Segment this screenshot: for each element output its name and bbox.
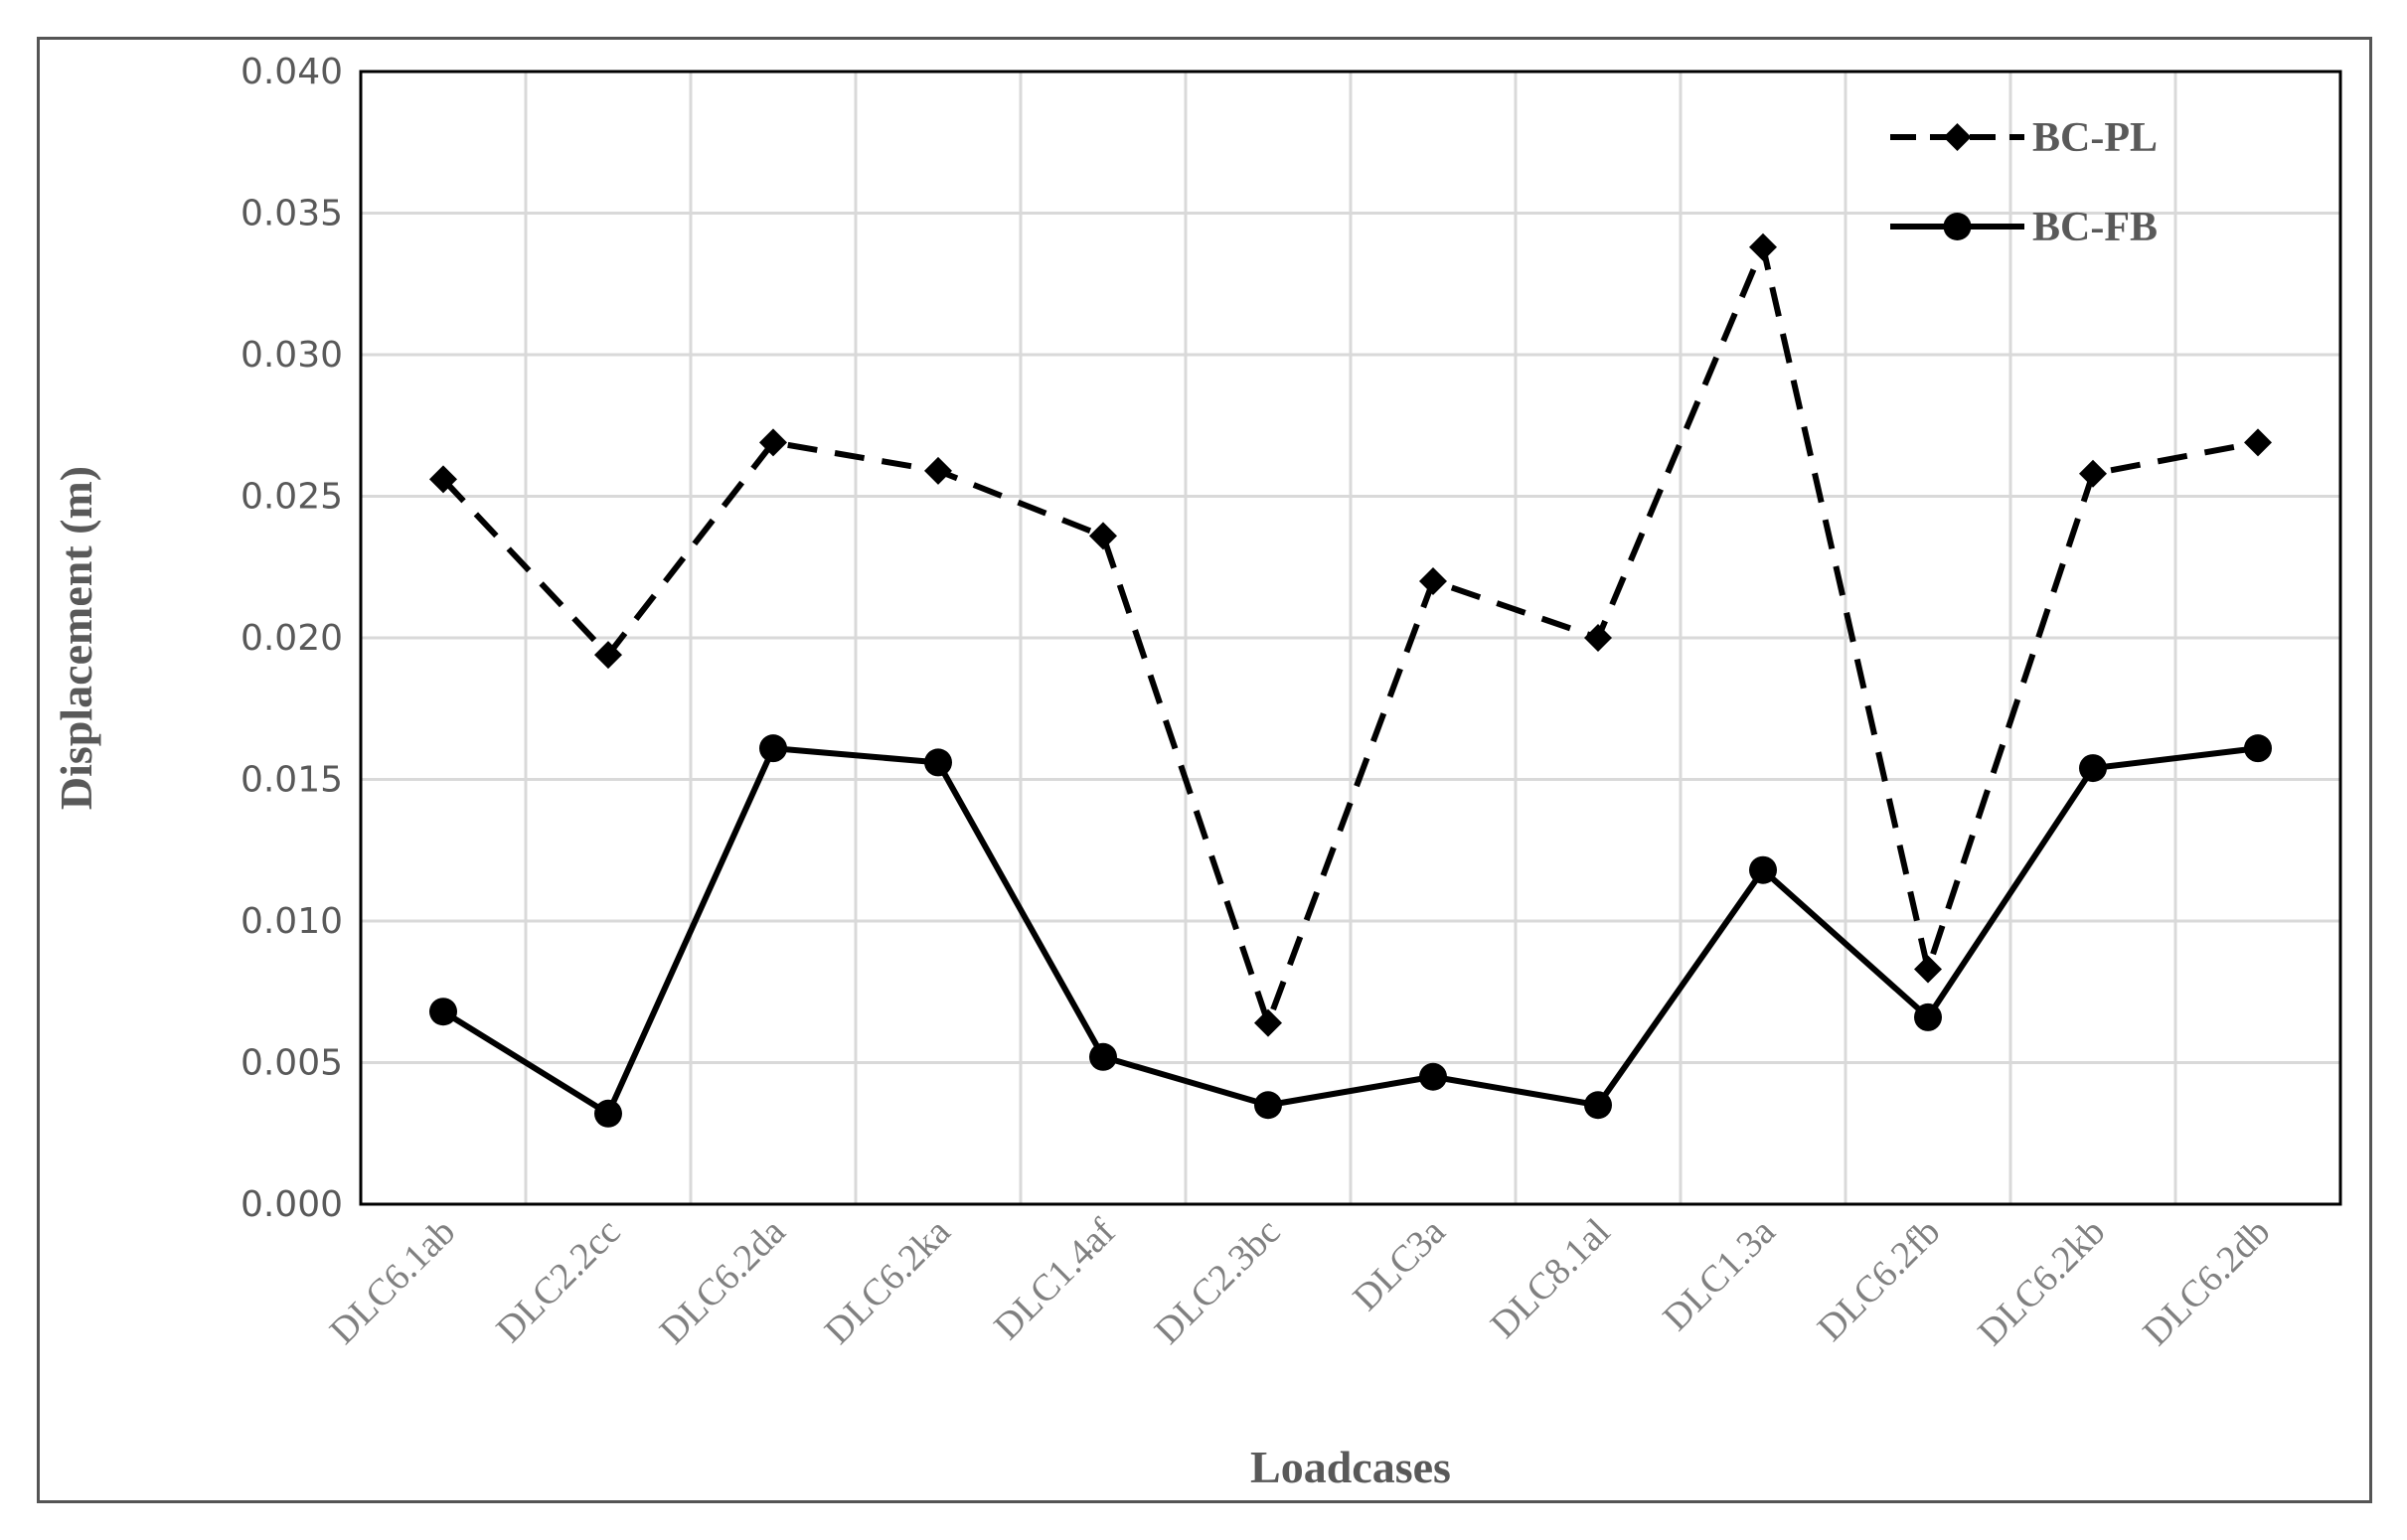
x-tick-label: DLC2.2cc: [488, 1211, 628, 1351]
legend: BC-PL BC-FB: [1890, 115, 2158, 250]
x-tick-label: DLC1.3a: [1655, 1211, 1783, 1339]
x-tick-label: DLC6.2da: [652, 1211, 793, 1352]
data-point-circle: [594, 1099, 622, 1128]
x-tick-label: DLC6.2db: [2135, 1211, 2278, 1354]
data-point-circle: [429, 998, 457, 1026]
y-tick-label: 0.015: [241, 760, 343, 801]
data-point-diamond: [924, 456, 952, 485]
data-point-circle: [1419, 1062, 1447, 1091]
chart-frame: [37, 37, 2372, 1503]
series-line-bc-fb: [441, 745, 2259, 1117]
y-tick-label: 0.025: [241, 477, 343, 518]
x-tick-label: DLC1.4af: [986, 1210, 1123, 1347]
data-point-diamond: [1914, 955, 1942, 984]
data-point-diamond: [1419, 567, 1447, 595]
data-point-diamond: [759, 428, 787, 457]
x-tick-label: DLC8.1al: [1483, 1211, 1618, 1346]
x-tick-label: DLC6.2ka: [817, 1211, 958, 1352]
y-tick-label: 0.000: [241, 1184, 343, 1225]
data-point-diamond: [1089, 522, 1117, 550]
y-tick-label: 0.030: [241, 335, 343, 376]
y-tick-label: 0.020: [241, 618, 343, 659]
y-tick-label: 0.040: [241, 52, 343, 92]
legend-marker-diamond: [1943, 123, 1972, 151]
y-tick-label: 0.005: [241, 1043, 343, 1084]
series-layer: [429, 232, 2272, 1128]
data-point-circle: [2244, 734, 2272, 763]
data-point-circle: [1914, 1002, 1942, 1031]
x-tick-label: DLC2.3bc: [1147, 1211, 1288, 1352]
x-axis-title: Loadcases: [1250, 1442, 1451, 1492]
x-axis-ticks: DLC6.1ab DLC2.2cc DLC6.2da DLC6.2ka DLC1.4af…: [322, 1210, 2278, 1353]
data-point-diamond: [1584, 624, 1612, 652]
data-point-diamond: [2244, 428, 2272, 457]
y-axis-ticks: 0.000 0.005 0.010 0.015 0.020 0.025 0.030 0.035…: [241, 52, 343, 1225]
data-point-circle: [2079, 754, 2107, 783]
series-line-bc-pl: [440, 243, 2259, 1026]
data-point-diamond: [429, 465, 457, 494]
data-point-circle: [1254, 1091, 1282, 1120]
legend-marker-circle: [1943, 213, 1972, 240]
data-point-diamond: [594, 641, 622, 670]
data-point-circle: [1089, 1042, 1117, 1071]
data-point-circle: [1749, 855, 1777, 884]
x-tick-label: DLC6.2kb: [1970, 1211, 2113, 1354]
data-point-diamond: [1254, 1008, 1282, 1037]
x-tick-label: DLC3a: [1346, 1211, 1454, 1319]
data-point-diamond: [1749, 232, 1777, 261]
data-point-circle: [1584, 1091, 1612, 1120]
x-tick-label: DLC6.2fb: [1810, 1211, 1948, 1349]
legend-label: BC-PL: [2032, 115, 2158, 161]
data-point-circle: [759, 734, 787, 763]
data-point-diamond: [2079, 459, 2107, 488]
y-tick-label: 0.035: [241, 194, 343, 234]
y-axis-title: Displacement (m): [51, 466, 101, 810]
x-tick-label: DLC6.1ab: [322, 1211, 463, 1352]
plot-area-border: [359, 70, 2342, 1206]
data-point-circle: [924, 748, 952, 777]
legend-label: BC-FB: [2032, 205, 2158, 250]
y-tick-label: 0.010: [241, 901, 343, 942]
